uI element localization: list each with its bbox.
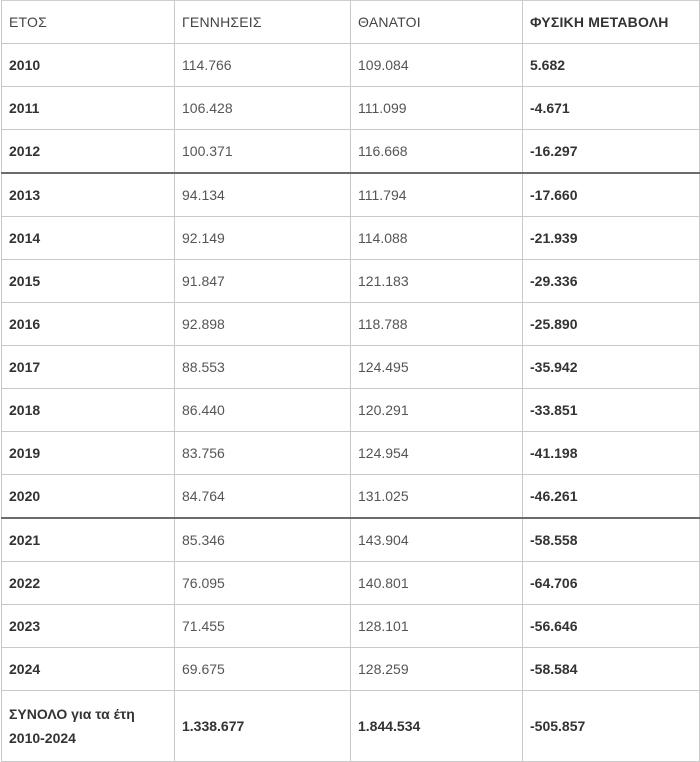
year-cell: 2020 bbox=[1, 474, 175, 519]
total-natural-change-cell: -505.857 bbox=[522, 690, 700, 762]
year-cell: 2016 bbox=[1, 302, 175, 346]
natural-change-cell: -35.942 bbox=[522, 345, 700, 389]
natural-change-cell: -4.671 bbox=[522, 86, 700, 130]
births-cell: 100.371 bbox=[174, 129, 351, 174]
deaths-cell: 121.183 bbox=[350, 259, 523, 303]
table-row: 2015 91.847 121.183 -29.336 bbox=[1, 259, 700, 303]
table-row: 2010 114.766 109.084 5.682 bbox=[1, 43, 700, 87]
header-births: ΓΕΝΝΗΣΕΙΣ bbox=[174, 0, 351, 44]
deaths-cell: 120.291 bbox=[350, 388, 523, 432]
deaths-cell: 111.099 bbox=[350, 86, 523, 130]
year-cell: 2015 bbox=[1, 259, 175, 303]
natural-change-cell: -29.336 bbox=[522, 259, 700, 303]
births-cell: 92.149 bbox=[174, 216, 351, 260]
table-header-row: ΕΤΟΣ ΓΕΝΝΗΣΕΙΣ ΘΑΝΑΤΟΙ ΦΥΣΙΚΗ ΜΕΤΑΒΟΛΗ bbox=[1, 0, 700, 44]
deaths-cell: 116.668 bbox=[350, 129, 523, 174]
table-row: 2011 106.428 111.099 -4.671 bbox=[1, 86, 700, 130]
year-cell: 2012 bbox=[1, 129, 175, 174]
header-year: ΕΤΟΣ bbox=[1, 0, 175, 44]
births-cell: 92.898 bbox=[174, 302, 351, 346]
natural-change-cell: -25.890 bbox=[522, 302, 700, 346]
natural-change-cell: -17.660 bbox=[522, 172, 700, 217]
deaths-cell: 114.088 bbox=[350, 216, 523, 260]
deaths-cell: 140.801 bbox=[350, 561, 523, 605]
year-cell: 2023 bbox=[1, 604, 175, 648]
births-cell: 91.847 bbox=[174, 259, 351, 303]
deaths-cell: 118.788 bbox=[350, 302, 523, 346]
total-row: ΣΥΝΟΛΟ για τα έτη 2010-2024 1.338.677 1.… bbox=[1, 690, 700, 762]
table-row: 2016 92.898 118.788 -25.890 bbox=[1, 302, 700, 346]
table-row: 2013 94.134 111.794 -17.660 bbox=[1, 172, 700, 217]
total-births-cell: 1.338.677 bbox=[174, 690, 351, 762]
natural-change-cell: -56.646 bbox=[522, 604, 700, 648]
deaths-cell: 111.794 bbox=[350, 172, 523, 217]
header-deaths: ΘΑΝΑΤΟΙ bbox=[350, 0, 523, 44]
table-row: 2012 100.371 116.668 -16.297 bbox=[1, 129, 700, 174]
deaths-cell: 131.025 bbox=[350, 474, 523, 519]
year-cell: 2024 bbox=[1, 647, 175, 691]
births-cell: 71.455 bbox=[174, 604, 351, 648]
year-cell: 2017 bbox=[1, 345, 175, 389]
deaths-cell: 128.101 bbox=[350, 604, 523, 648]
total-deaths-cell: 1.844.534 bbox=[350, 690, 523, 762]
deaths-cell: 124.954 bbox=[350, 431, 523, 475]
births-cell: 94.134 bbox=[174, 172, 351, 217]
table-row: 2014 92.149 114.088 -21.939 bbox=[1, 216, 700, 260]
year-cell: 2018 bbox=[1, 388, 175, 432]
year-cell: 2014 bbox=[1, 216, 175, 260]
natural-change-cell: -33.851 bbox=[522, 388, 700, 432]
deaths-cell: 143.904 bbox=[350, 517, 523, 562]
natural-change-cell: 5.682 bbox=[522, 43, 700, 87]
deaths-cell: 128.259 bbox=[350, 647, 523, 691]
table-row: 2023 71.455 128.101 -56.646 bbox=[1, 604, 700, 648]
births-cell: 69.675 bbox=[174, 647, 351, 691]
births-cell: 106.428 bbox=[174, 86, 351, 130]
year-cell: 2021 bbox=[1, 517, 175, 562]
year-cell: 2022 bbox=[1, 561, 175, 605]
births-cell: 88.553 bbox=[174, 345, 351, 389]
table-row: 2018 86.440 120.291 -33.851 bbox=[1, 388, 700, 432]
table-row: 2021 85.346 143.904 -58.558 bbox=[1, 517, 700, 562]
table-row: 2024 69.675 128.259 -58.584 bbox=[1, 647, 700, 691]
table-row: 2019 83.756 124.954 -41.198 bbox=[1, 431, 700, 475]
total-label-cell: ΣΥΝΟΛΟ για τα έτη 2010-2024 bbox=[1, 690, 175, 762]
births-cell: 83.756 bbox=[174, 431, 351, 475]
table-row: 2022 76.095 140.801 -64.706 bbox=[1, 561, 700, 605]
deaths-cell: 109.084 bbox=[350, 43, 523, 87]
natural-change-cell: -41.198 bbox=[522, 431, 700, 475]
births-cell: 86.440 bbox=[174, 388, 351, 432]
births-cell: 84.764 bbox=[174, 474, 351, 519]
natural-change-cell: -46.261 bbox=[522, 474, 700, 519]
header-natural-change: ΦΥΣΙΚΗ ΜΕΤΑΒΟΛΗ bbox=[522, 0, 700, 44]
table-row: 2017 88.553 124.495 -35.942 bbox=[1, 345, 700, 389]
natural-change-cell: -58.558 bbox=[522, 517, 700, 562]
deaths-cell: 124.495 bbox=[350, 345, 523, 389]
natural-change-cell: -58.584 bbox=[522, 647, 700, 691]
year-cell: 2019 bbox=[1, 431, 175, 475]
births-cell: 76.095 bbox=[174, 561, 351, 605]
births-cell: 114.766 bbox=[174, 43, 351, 87]
table-row: 2020 84.764 131.025 -46.261 bbox=[1, 474, 700, 519]
year-cell: 2010 bbox=[1, 43, 175, 87]
natural-change-cell: -64.706 bbox=[522, 561, 700, 605]
year-cell: 2011 bbox=[1, 86, 175, 130]
natural-change-cell: -21.939 bbox=[522, 216, 700, 260]
births-cell: 85.346 bbox=[174, 517, 351, 562]
year-cell: 2013 bbox=[1, 172, 175, 217]
natural-change-cell: -16.297 bbox=[522, 129, 700, 174]
